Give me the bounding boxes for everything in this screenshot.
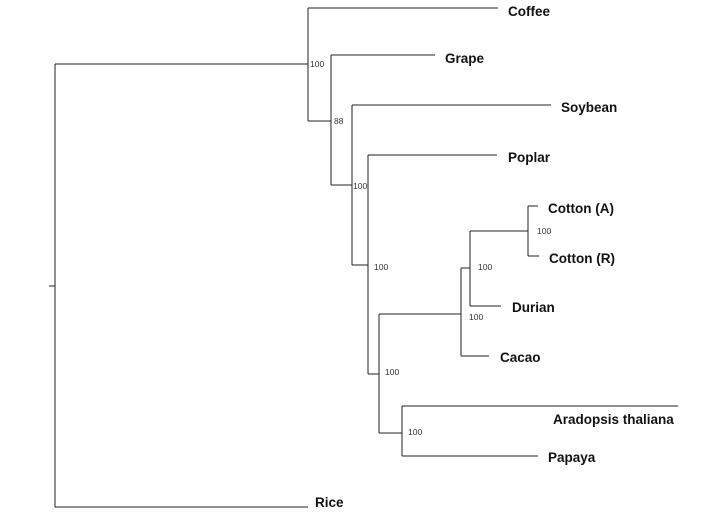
taxon-label-papaya: Papaya	[548, 450, 596, 465]
support-value-soybean-node: 100	[353, 181, 367, 191]
taxon-label-poplar: Poplar	[508, 150, 551, 165]
taxon-label-coffee: Coffee	[508, 4, 550, 19]
support-value-grape-node: 88	[334, 116, 344, 126]
support-value-brassicales-node: 100	[408, 427, 422, 437]
taxon-label-cotton-a: Cotton (A)	[548, 201, 614, 216]
support-value-coffee-node: 100	[310, 59, 324, 69]
taxon-label-rice: Rice	[315, 495, 344, 510]
taxon-label-durian: Durian	[512, 300, 555, 315]
taxon-label-cotton-r: Cotton (R)	[549, 251, 615, 266]
tree-branches	[49, 7, 678, 508]
support-value-cotton-node: 100	[537, 226, 551, 236]
taxon-label-grape: Grape	[445, 51, 485, 66]
support-value-malvaceae-node: 100	[385, 367, 399, 377]
taxon-label-cacao: Cacao	[500, 350, 541, 365]
support-value-cacao-node: 100	[469, 312, 483, 322]
taxon-labels: Coffee Grape Soybean Poplar Cotton (A) C…	[315, 4, 674, 510]
support-labels: 100 88 100 100 100 100 100 100 100	[310, 59, 551, 437]
support-value-poplar-node: 100	[374, 262, 388, 272]
taxon-label-soybean: Soybean	[561, 100, 617, 115]
support-value-durian-node: 100	[478, 262, 492, 272]
taxon-label-arabidopsis: Aradopsis thaliana	[553, 412, 674, 427]
